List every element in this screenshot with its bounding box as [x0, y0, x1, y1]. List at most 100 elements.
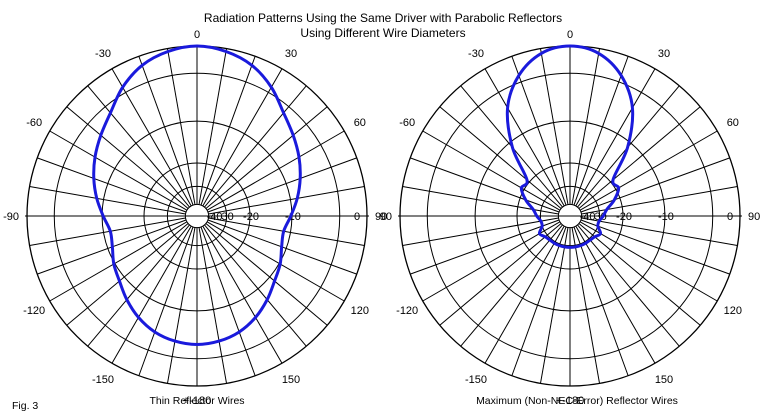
- right-spoke-50: [578, 106, 701, 209]
- right-spoke-130: [578, 223, 701, 326]
- left-angle-label-30: 30: [285, 48, 297, 60]
- right-angle-label-180: +-180: [556, 395, 584, 407]
- left-angle-label-60: 60: [354, 117, 366, 129]
- left-angle-label-120: 120: [351, 305, 369, 317]
- left-spoke-40: [204, 85, 307, 208]
- left-spoke-280: [29, 185, 186, 215]
- left-spoke-170: [198, 227, 228, 384]
- left-spoke-140: [204, 224, 307, 347]
- left-spoke-240: [49, 221, 188, 302]
- right-angle-label-m60: -60: [399, 117, 415, 129]
- right-spoke-110: [580, 219, 730, 275]
- left-spoke-330: [111, 68, 192, 207]
- right-spoke-70: [580, 157, 730, 213]
- right-angle-label-m90: -90: [376, 211, 392, 223]
- right-spoke-170: [571, 227, 601, 384]
- right-angle-label-m120: -120: [396, 305, 418, 317]
- left-spoke-130: [205, 223, 328, 326]
- left-spoke-210: [111, 225, 192, 364]
- right-pattern-trace: [505, 44, 635, 249]
- left-spoke-290: [37, 157, 187, 213]
- right-angle-label-0: 0: [567, 29, 573, 41]
- left-angle-label-m150: -150: [92, 374, 114, 386]
- left-angle-label-m60: -60: [26, 117, 42, 129]
- left-ring-label-0: -40: [207, 211, 223, 223]
- right-angle-label-150: 150: [655, 374, 673, 386]
- left-spoke-70: [207, 157, 357, 213]
- left-spoke-160: [200, 226, 256, 376]
- right-ring-label-0: -40: [580, 211, 596, 223]
- left-spoke-80: [208, 185, 365, 215]
- left-spoke-340: [138, 56, 194, 206]
- right-spoke-100: [581, 217, 738, 247]
- left-spoke-220: [87, 224, 190, 347]
- right-spoke-290: [410, 157, 560, 213]
- right-ring-label-3: -10: [658, 211, 674, 223]
- left-angle-label-180: +-180: [183, 395, 211, 407]
- left-spoke-260: [29, 217, 186, 247]
- right-plot-caption: Maximum (Non-NEC-Error) Reflector Wires: [476, 395, 678, 407]
- left-angle-label-0: 0: [194, 29, 200, 41]
- left-spoke-100: [208, 217, 365, 247]
- right-spoke-120: [579, 221, 718, 302]
- right-spoke-150: [575, 225, 656, 364]
- left-angle-label-m30: -30: [95, 48, 111, 60]
- left-ring-label-1: 30: [221, 211, 233, 223]
- figure-label: Fig. 3: [12, 400, 38, 412]
- left-spoke-310: [66, 106, 189, 209]
- right-ring-label-2: -20: [616, 211, 632, 223]
- left-angle-label-90: 90: [375, 211, 387, 223]
- right-spoke-210: [484, 225, 565, 364]
- right-spoke-140: [577, 224, 680, 347]
- right-spoke-10: [571, 48, 601, 205]
- right-angle-label-m30: -30: [468, 48, 484, 60]
- left-angle-label-m120: -120: [23, 305, 45, 317]
- right-spoke-350: [539, 48, 569, 205]
- left-angle-label-m90: -90: [3, 211, 19, 223]
- left-spoke-20: [200, 56, 256, 206]
- left-spoke-190: [166, 227, 196, 384]
- right-spoke-330: [484, 68, 565, 207]
- left-ring-label-4: 0: [354, 211, 360, 223]
- left-spoke-350: [166, 48, 196, 205]
- right-spoke-190: [539, 227, 569, 384]
- right-spoke-300: [422, 130, 561, 211]
- left-spoke-230: [66, 223, 189, 326]
- left-spoke-50: [205, 106, 328, 209]
- right-spoke-200: [511, 226, 567, 376]
- left-spoke-10: [198, 48, 228, 205]
- right-spoke-240: [422, 221, 561, 302]
- left-spoke-200: [138, 226, 194, 376]
- right-spoke-230: [439, 223, 562, 326]
- right-angle-label-90: 90: [748, 211, 760, 223]
- right-angle-label-120: 120: [724, 305, 742, 317]
- left-plot-caption: Thin Reflector Wires: [149, 395, 244, 407]
- right-spoke-30: [575, 68, 656, 207]
- right-spoke-340: [511, 56, 567, 206]
- left-spoke-150: [202, 225, 283, 364]
- right-spoke-310: [439, 106, 562, 209]
- left-pattern-trace: [92, 44, 302, 347]
- figure-title-line2: Using Different Wire Diameters: [300, 26, 465, 40]
- right-angle-label-m150: -150: [465, 374, 487, 386]
- left-spoke-60: [206, 130, 345, 211]
- left-spoke-300: [49, 130, 188, 211]
- right-spoke-250: [410, 219, 560, 275]
- left-ring-label-2: -20: [243, 211, 259, 223]
- right-angle-label-60: 60: [727, 117, 739, 129]
- right-ring-label-4: 0: [727, 211, 733, 223]
- left-spoke-320: [87, 85, 190, 208]
- right-spoke-160: [573, 226, 629, 376]
- left-angle-label-150: 150: [282, 374, 300, 386]
- left-spoke-120: [206, 221, 345, 302]
- right-spoke-60: [579, 130, 718, 211]
- right-angle-label-30: 30: [658, 48, 670, 60]
- right-spoke-20: [573, 56, 629, 206]
- right-spoke-220: [460, 224, 563, 347]
- figure-title-line1: Radiation Patterns Using the Same Driver…: [204, 11, 562, 25]
- right-spoke-260: [402, 217, 559, 247]
- left-spoke-30: [202, 68, 283, 207]
